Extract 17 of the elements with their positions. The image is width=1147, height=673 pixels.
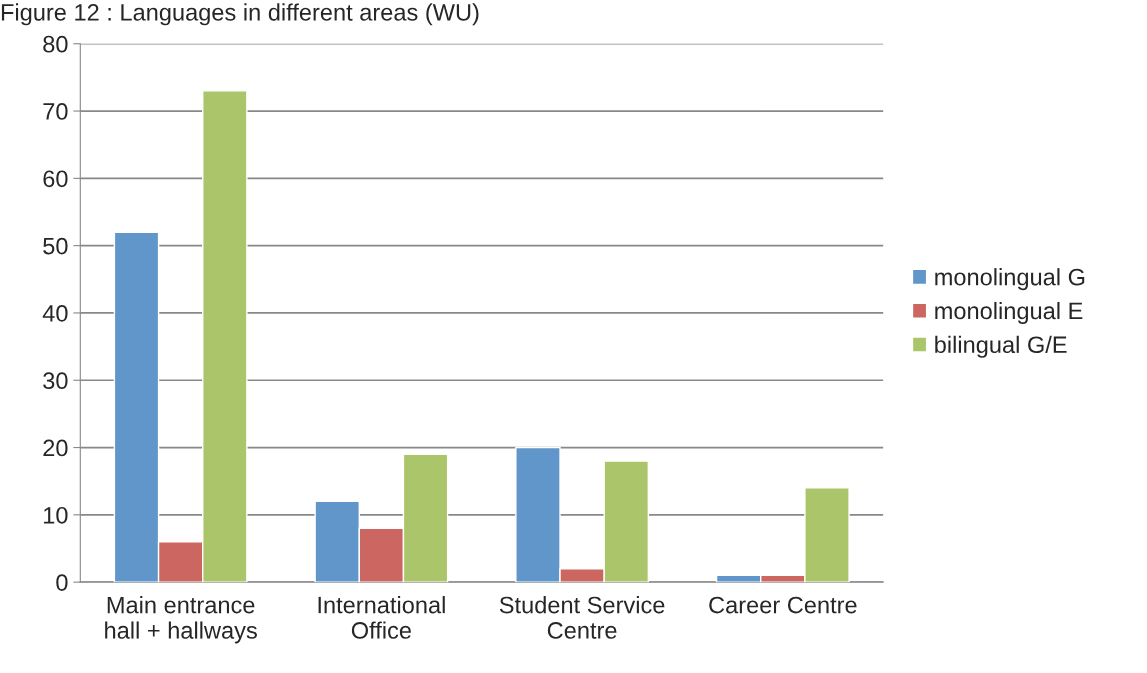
legend-label: monolingual E: [935, 301, 1083, 324]
y-tick-label: 40: [42, 305, 68, 322]
y-tick-label: 10: [44, 506, 68, 524]
y-tick-label: 70: [43, 103, 68, 120]
y-tick-label: 60: [43, 170, 68, 188]
legend-label: bilingual G/E: [935, 335, 1067, 358]
y-tick-label: 20: [43, 439, 68, 457]
y-tick-label: 0: [56, 574, 68, 591]
x-tick-label: Student Service Centre: [499, 596, 665, 639]
x-tick-label: Main entrance hall + hallways: [105, 596, 257, 644]
x-tick-label: International Office: [318, 596, 445, 639]
y-tick-label: 30: [43, 372, 68, 390]
x-tick-label: Career Centre: [709, 596, 857, 614]
chart-title: Figure 12 : Languages in different areas (WU): [1, 3, 479, 26]
y-tick-label: 80: [43, 35, 68, 53]
legend-label: monolingual G: [935, 268, 1085, 291]
y-tick-label: 50: [43, 237, 68, 255]
